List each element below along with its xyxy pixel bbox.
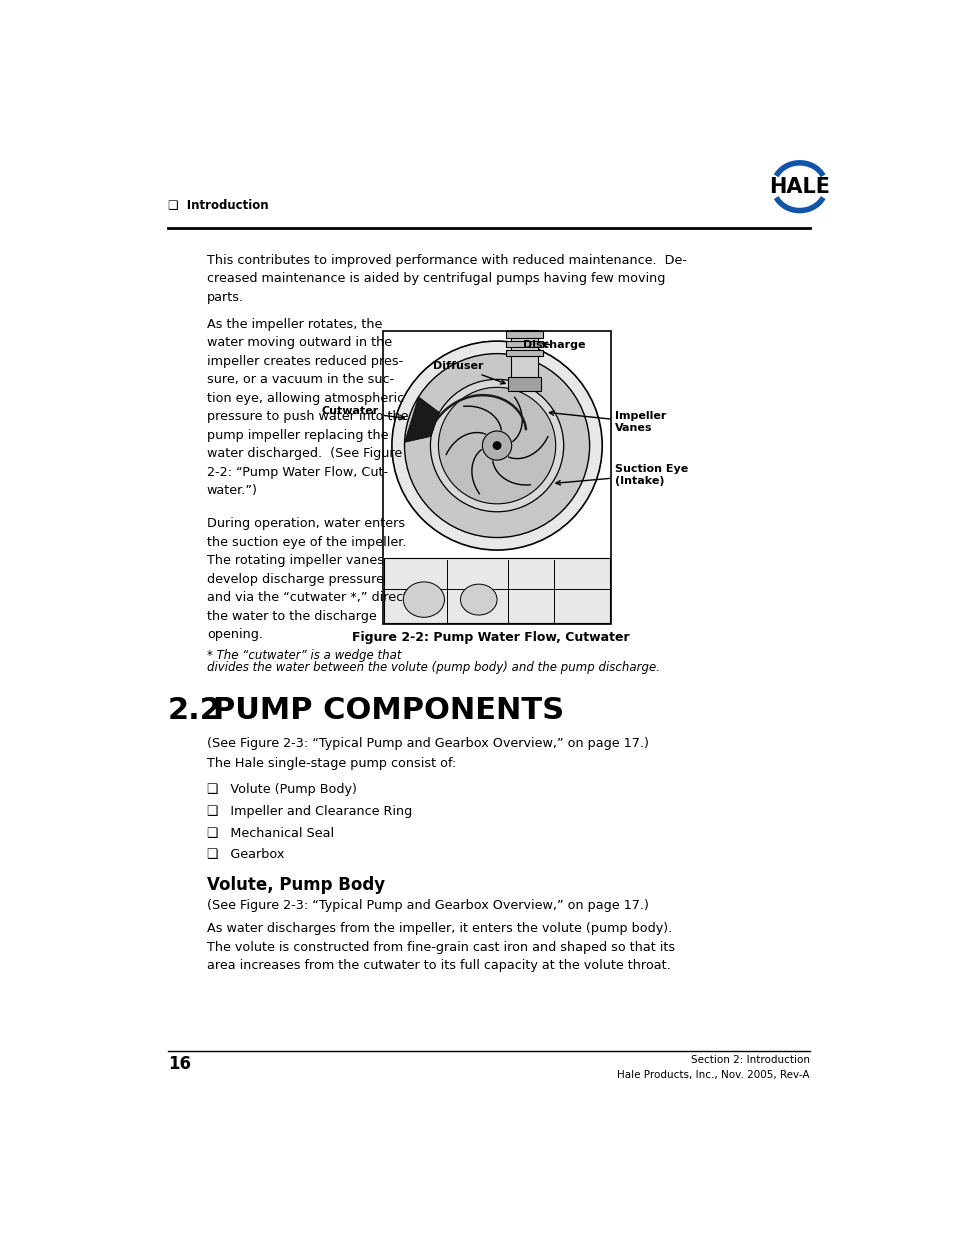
Text: Impeller
Vanes: Impeller Vanes [549,411,666,433]
Text: 16: 16 [168,1055,191,1073]
Text: As water discharges from the impeller, it enters the volute (pump body).
The vol: As water discharges from the impeller, i… [207,923,674,972]
Circle shape [430,379,563,511]
Polygon shape [404,396,439,442]
Text: 2.2: 2.2 [168,697,222,725]
Text: As the impeller rotates, the
water moving outward in the
impeller creates reduce: As the impeller rotates, the water movin… [207,317,408,498]
Bar [506,350,542,356]
Text: During operation, water enters
the suction eye of the impeller.
The rotating imp: During operation, water enters the sucti… [207,517,415,641]
Text: Figure 2-2: Pump Water Flow, Cutwater: Figure 2-2: Pump Water Flow, Cutwater [352,631,629,643]
Circle shape [492,441,501,450]
Bar [506,331,542,337]
Bar [506,341,542,347]
Text: PUMP COMPONENTS: PUMP COMPONENTS [213,697,563,725]
Text: Suction Eye
(Intake): Suction Eye (Intake) [556,464,688,485]
Bar [510,330,537,383]
Text: This contributes to improved performance with reduced maintenance.  De-
creased : This contributes to improved performance… [207,253,686,304]
Text: divides the water between the volute (pump body) and the pump discharge.: divides the water between the volute (pu… [207,661,659,674]
Text: (See Figure 2-3: “Typical Pump and Gearbox Overview,” on page 17.): (See Figure 2-3: “Typical Pump and Gearb… [207,899,648,911]
Circle shape [392,341,601,550]
Text: HALE: HALE [768,177,829,196]
Text: Cutwater: Cutwater [321,406,404,420]
Text: Discharge: Discharge [522,341,585,351]
Text: ❑   Gearbox: ❑ Gearbox [207,848,284,861]
Bar [507,377,540,391]
Text: * The “cutwater” is a wedge that: * The “cutwater” is a wedge that [207,650,401,662]
Text: ❑  Introduction: ❑ Introduction [168,199,269,212]
Text: Section 2: Introduction
Hale Products, Inc., Nov. 2005, Rev-A: Section 2: Introduction Hale Products, I… [617,1055,809,1081]
Text: Diffuser: Diffuser [433,361,505,384]
Circle shape [482,431,511,461]
Text: Volute, Pump Body: Volute, Pump Body [207,876,385,894]
Bar [382,331,611,624]
Circle shape [404,353,589,537]
Bar [384,558,609,622]
Ellipse shape [460,584,497,615]
Text: The Hale single-stage pump consist of:: The Hale single-stage pump consist of: [207,757,456,769]
Text: ❑   Mechanical Seal: ❑ Mechanical Seal [207,826,334,840]
Text: ❑   Impeller and Clearance Ring: ❑ Impeller and Clearance Ring [207,805,412,818]
Ellipse shape [403,582,444,618]
Circle shape [438,388,555,504]
Text: ❑   Volute (Pump Body): ❑ Volute (Pump Body) [207,783,356,797]
Text: (See Figure 2-3: “Typical Pump and Gearbox Overview,” on page 17.): (See Figure 2-3: “Typical Pump and Gearb… [207,737,648,750]
